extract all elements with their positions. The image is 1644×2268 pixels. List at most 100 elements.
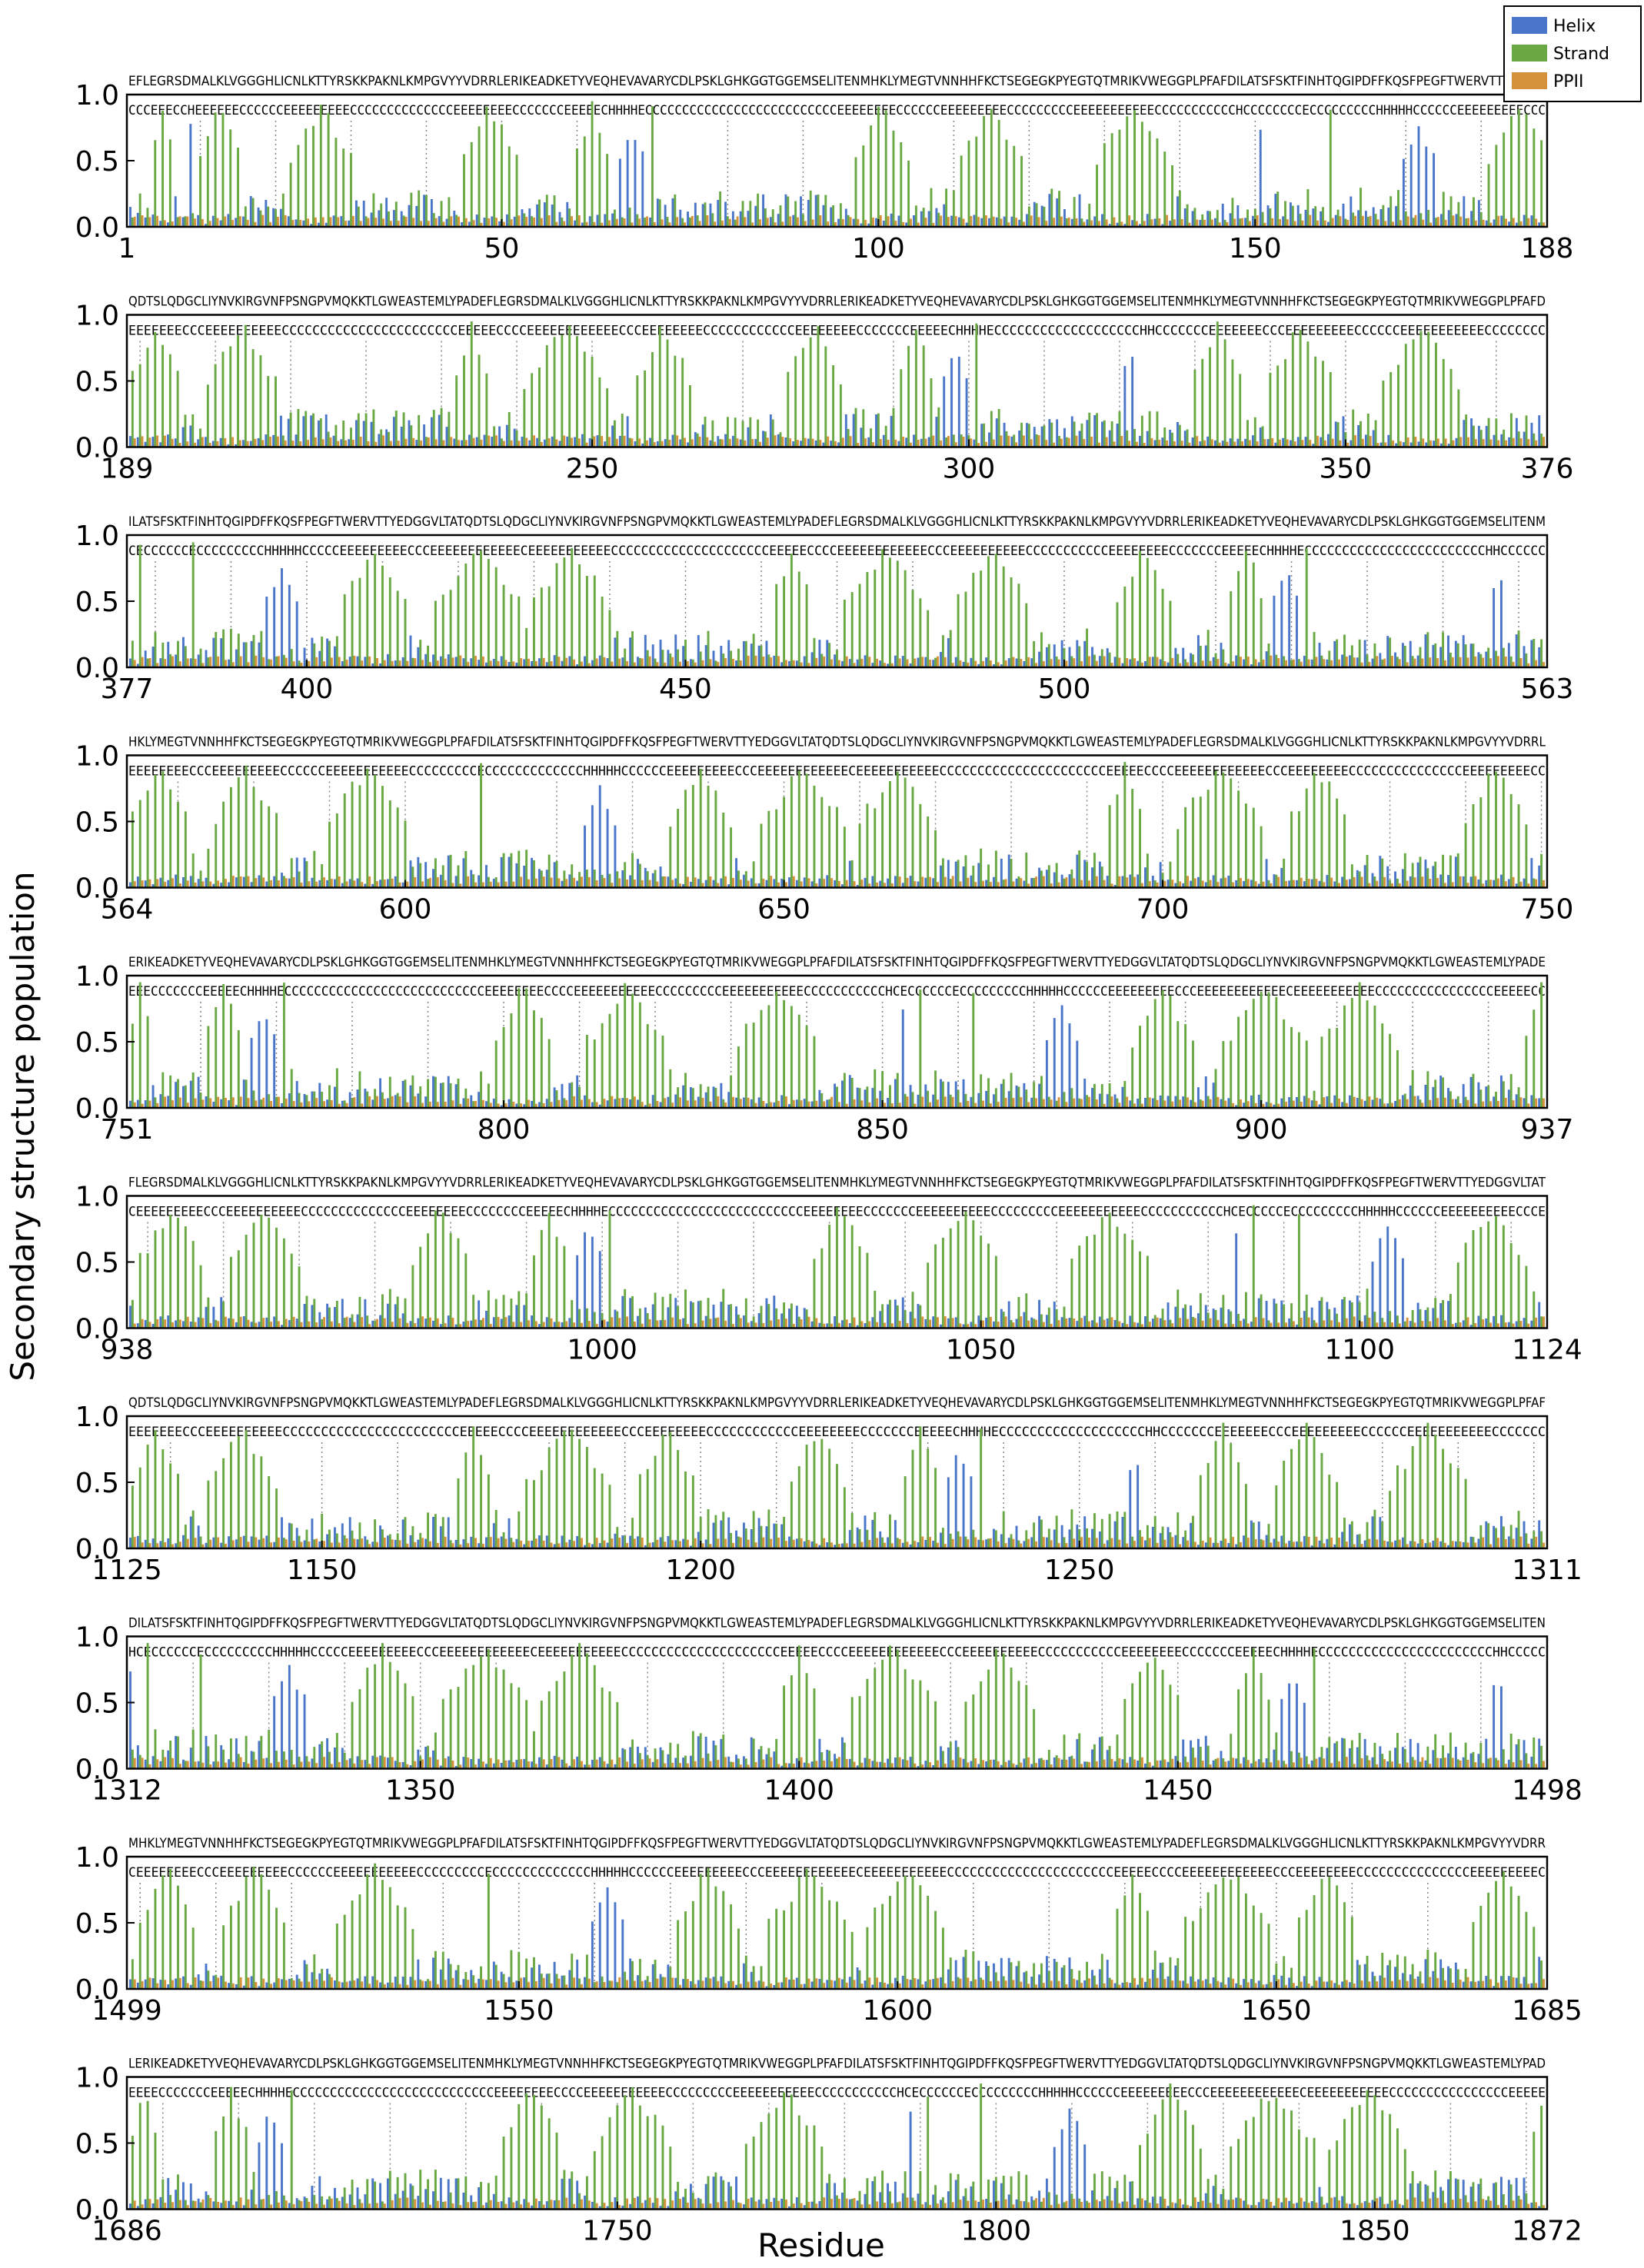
bar-helix bbox=[475, 437, 478, 447]
bar-helix bbox=[614, 1764, 617, 1769]
bar-ppii bbox=[406, 1984, 409, 1989]
bar-ppii bbox=[1489, 1544, 1493, 1548]
bar-helix bbox=[1432, 1750, 1435, 1769]
bar-helix bbox=[151, 1978, 155, 1989]
bar-strand bbox=[1479, 1226, 1483, 1329]
bar-helix bbox=[356, 1756, 359, 1769]
bar-ppii bbox=[141, 436, 144, 447]
bar-ppii bbox=[1345, 1757, 1348, 1769]
bar-strand bbox=[1214, 1441, 1217, 1548]
bar-ppii bbox=[292, 1980, 295, 1989]
bar-strand bbox=[1139, 1251, 1141, 1329]
bar-strand bbox=[1306, 341, 1310, 447]
bar-strand bbox=[847, 214, 850, 227]
bar-strand bbox=[494, 1299, 498, 1329]
bar-helix bbox=[265, 597, 268, 667]
bar-strand bbox=[1131, 1239, 1134, 1329]
bar-strand bbox=[760, 1746, 763, 1769]
bar-ppii bbox=[573, 1759, 576, 1769]
bar-ppii bbox=[587, 1764, 591, 1769]
bar-ppii bbox=[1057, 882, 1060, 888]
bar-strand bbox=[282, 1538, 285, 1548]
bar-helix bbox=[762, 194, 764, 227]
bar-ppii bbox=[1080, 1318, 1083, 1329]
bar-ppii bbox=[989, 1103, 992, 1108]
bar-ppii bbox=[474, 1764, 478, 1769]
bar-helix bbox=[424, 653, 428, 667]
bar-helix bbox=[409, 1321, 412, 1329]
bar-helix bbox=[720, 1082, 723, 1108]
bar-strand bbox=[1510, 115, 1513, 227]
bar-helix bbox=[417, 1318, 420, 1329]
bar-helix bbox=[1199, 220, 1202, 227]
bar-ppii bbox=[481, 1099, 484, 1108]
bar-ppii bbox=[1057, 1758, 1060, 1769]
bar-helix bbox=[1508, 437, 1511, 447]
bar-ppii bbox=[1421, 1321, 1424, 1329]
bar-strand bbox=[1153, 1658, 1156, 1769]
bar-helix bbox=[1243, 1757, 1245, 1769]
bar-ppii bbox=[1466, 1099, 1469, 1108]
bar-ppii bbox=[1504, 1764, 1507, 1769]
bar-helix bbox=[1477, 879, 1480, 888]
bar-strand bbox=[684, 1289, 687, 1329]
bar-helix bbox=[492, 1961, 495, 1989]
bar-helix bbox=[1273, 1538, 1276, 1548]
bar-ppii bbox=[759, 441, 761, 447]
bar-strand bbox=[502, 1026, 505, 1108]
bar-ppii bbox=[141, 1103, 144, 1108]
bar-ppii bbox=[1292, 659, 1295, 667]
bar-strand bbox=[1381, 1023, 1384, 1108]
bar-helix bbox=[401, 657, 404, 667]
bar-strand bbox=[616, 630, 619, 667]
bar-strand bbox=[1047, 1528, 1050, 1548]
bar-helix bbox=[1379, 856, 1382, 888]
bar-strand bbox=[411, 1929, 414, 1989]
bar-helix bbox=[1493, 587, 1496, 667]
bar-helix bbox=[167, 222, 169, 227]
bar-strand bbox=[1070, 1088, 1073, 1108]
bar-helix bbox=[659, 1320, 662, 1329]
bar-ppii bbox=[1300, 1102, 1303, 1108]
bar-strand bbox=[335, 1923, 338, 1989]
bar-ppii bbox=[784, 882, 787, 888]
bar-strand bbox=[427, 1979, 430, 1989]
bar-helix bbox=[1182, 1096, 1185, 1108]
bar-strand bbox=[1206, 790, 1210, 888]
bar-ppii bbox=[1512, 1538, 1515, 1548]
bar-strand bbox=[598, 377, 601, 447]
bar-ppii bbox=[1240, 657, 1242, 667]
bar-ppii bbox=[156, 879, 159, 888]
bar-strand bbox=[957, 1747, 960, 1769]
bar-strand bbox=[1358, 982, 1361, 1108]
bar-helix bbox=[167, 1538, 170, 1548]
bar-ppii bbox=[1095, 1761, 1098, 1769]
bar-ppii bbox=[186, 880, 189, 888]
bar-helix bbox=[576, 664, 579, 667]
bar-helix bbox=[901, 883, 904, 888]
bar-strand bbox=[191, 1241, 195, 1329]
bar-strand bbox=[752, 861, 755, 888]
bar-helix bbox=[235, 444, 238, 447]
bar-helix bbox=[1139, 435, 1141, 447]
bar-strand bbox=[267, 206, 270, 227]
bar-helix bbox=[667, 1096, 670, 1108]
x-tick-label: 1400 bbox=[764, 1775, 834, 1807]
bar-helix bbox=[136, 663, 139, 667]
bar-strand bbox=[787, 371, 790, 447]
bar-ppii bbox=[694, 662, 697, 667]
bar-helix bbox=[401, 1761, 404, 1769]
bar-ppii bbox=[784, 1319, 787, 1329]
bar-helix bbox=[432, 1517, 434, 1548]
bar-helix bbox=[1507, 879, 1510, 888]
bar-helix bbox=[159, 1761, 162, 1769]
bar-ppii bbox=[1292, 880, 1295, 888]
bar-ppii bbox=[504, 660, 508, 667]
bar-strand bbox=[1025, 1530, 1028, 1548]
bar-ppii bbox=[762, 1537, 765, 1548]
bar-helix bbox=[508, 1099, 511, 1108]
bar-ppii bbox=[217, 1977, 220, 1989]
bar-ppii bbox=[376, 1096, 378, 1108]
bar-ppii bbox=[1316, 435, 1320, 447]
bar-strand bbox=[1002, 1653, 1005, 1769]
